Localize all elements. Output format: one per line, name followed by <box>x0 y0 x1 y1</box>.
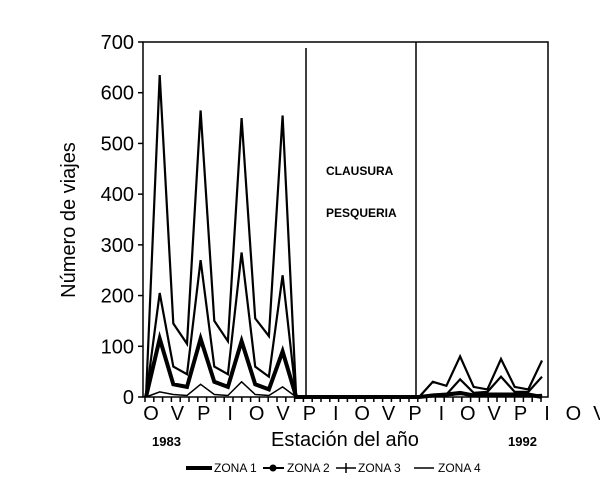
x-tick-label: O <box>460 403 476 425</box>
x-tick-label: P <box>303 403 316 425</box>
legend-zona2-marker <box>269 464 277 472</box>
y-tick-label: 500 <box>101 133 134 155</box>
x-tick-label: I <box>544 403 550 425</box>
y-axis-title: Número de viajes <box>58 142 80 298</box>
x-tick-label: P <box>514 403 527 425</box>
y-tick-label: 100 <box>101 336 134 358</box>
annotation-pesqueria: PESQUERIA <box>326 206 397 220</box>
x-tick-label: V <box>276 403 290 425</box>
y-tick-label: 0 <box>123 387 134 409</box>
x-tick-label: O <box>566 403 582 425</box>
y-tick-label: 600 <box>101 83 134 105</box>
legend-zona3-label: ZONA 3 <box>358 461 401 475</box>
y-tick-label: 400 <box>101 184 134 206</box>
x-tick-label: P <box>408 403 421 425</box>
y-tick-label: 700 <box>101 32 134 54</box>
series-zona-4 <box>144 74 543 399</box>
x-tick-label: P <box>197 403 210 425</box>
x-tick-label: V <box>593 403 600 425</box>
x-tick-label: I <box>333 403 339 425</box>
year-start-label: 1983 <box>152 434 181 449</box>
legend-zona2-label: ZONA 2 <box>287 461 330 475</box>
legend-zona4-label: ZONA 4 <box>438 461 481 475</box>
legend-zona1-label: ZONA 1 <box>214 461 257 475</box>
x-tick-label: O <box>354 403 370 425</box>
year-end-label: 1992 <box>508 434 537 449</box>
x-tick-label: V <box>171 403 185 425</box>
x-tick-label: I <box>439 403 445 425</box>
series-zona-2 <box>144 252 543 399</box>
x-tick-label: V <box>382 403 396 425</box>
x-axis-title: Estación del año <box>271 429 419 451</box>
x-tick-label: V <box>488 403 502 425</box>
y-tick-label: 200 <box>101 286 134 308</box>
x-tick-label: I <box>227 403 233 425</box>
annotation-clausura: CLAUSURA <box>326 164 394 178</box>
x-tick-label: O <box>249 403 265 425</box>
x-tick-label: O <box>143 403 159 425</box>
y-tick-label: 300 <box>101 235 134 257</box>
